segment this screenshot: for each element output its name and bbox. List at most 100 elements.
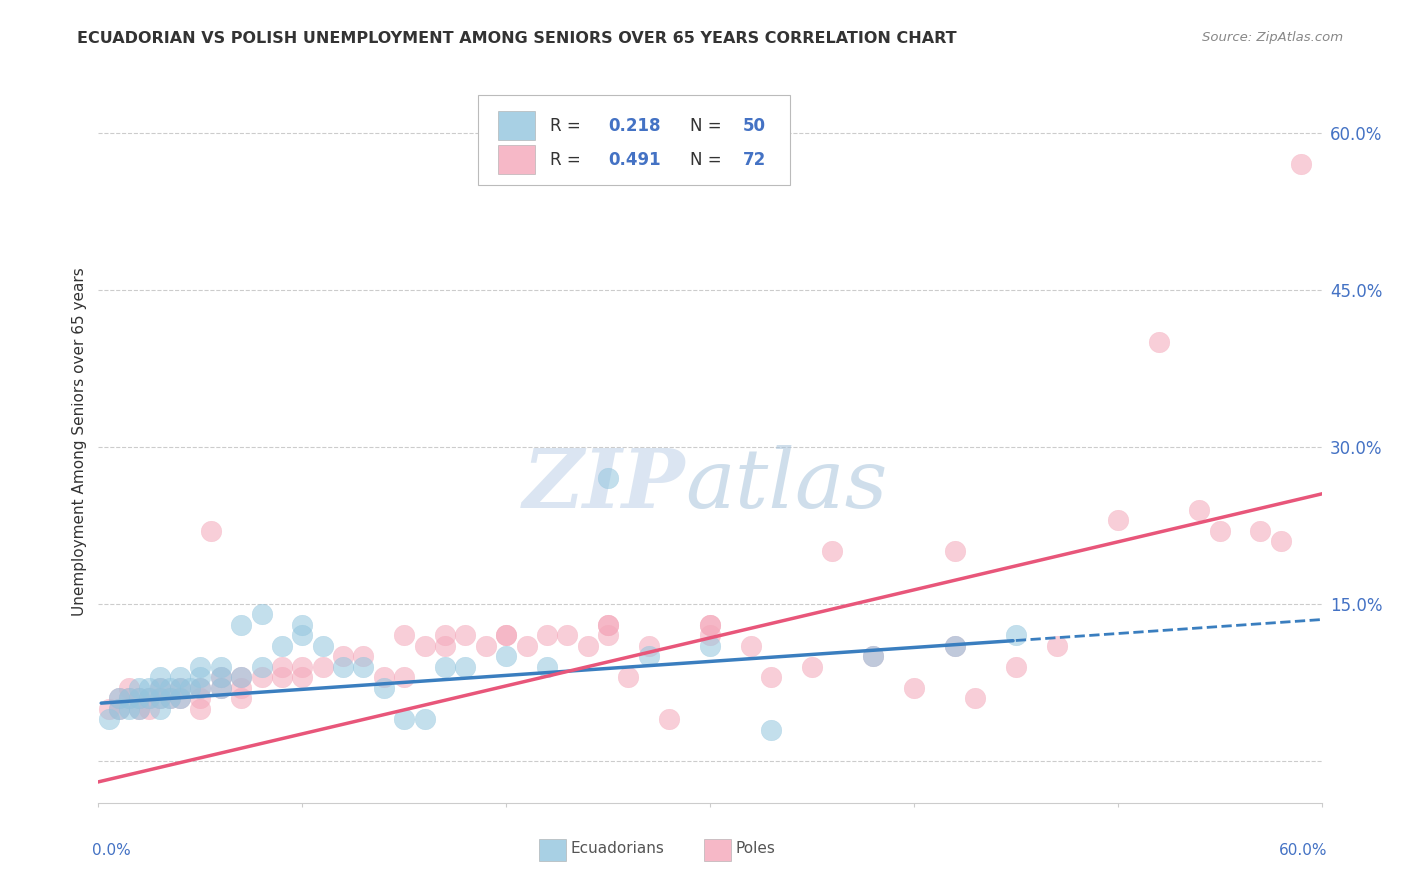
Point (943, 639, 966, 653)
Point (209, 670, 232, 684)
Point (138, 701, 160, 715)
Point (862, 649, 884, 664)
Point (138, 691, 160, 706)
Point (434, 639, 457, 653)
Y-axis label: Unemployment Among Seniors over 65 years: Unemployment Among Seniors over 65 years (72, 268, 87, 615)
Point (943, 544, 966, 558)
Point (209, 681, 232, 695)
Point (250, 670, 273, 684)
Text: Poles: Poles (735, 841, 776, 855)
Point (392, 628, 416, 642)
Point (1270, 534, 1292, 549)
Text: Ecuadorians: Ecuadorians (571, 841, 665, 855)
Point (169, 691, 191, 706)
Point (903, 681, 925, 695)
Point (555, 628, 579, 642)
Point (149, 691, 172, 706)
Point (761, 723, 783, 737)
Point (617, 670, 640, 684)
Point (332, 659, 354, 673)
Point (291, 659, 314, 673)
Point (270, 670, 294, 684)
Text: atlas: atlas (686, 445, 889, 524)
Point (312, 659, 335, 673)
Point (740, 639, 762, 653)
Point (1147, 334, 1170, 349)
Point (188, 670, 212, 684)
FancyBboxPatch shape (498, 112, 536, 140)
Point (637, 649, 661, 664)
Point (128, 701, 150, 715)
Point (159, 691, 181, 706)
Point (1209, 524, 1232, 538)
Point (598, 617, 620, 632)
Point (801, 659, 824, 673)
Text: 0.218: 0.218 (609, 117, 661, 135)
FancyBboxPatch shape (478, 95, 790, 185)
Point (699, 639, 721, 653)
Point (159, 681, 181, 695)
Point (149, 681, 172, 695)
Point (118, 691, 141, 706)
Point (108, 691, 131, 706)
Text: 0.491: 0.491 (609, 151, 661, 169)
Point (128, 701, 150, 715)
FancyBboxPatch shape (704, 838, 731, 861)
Point (965, 691, 987, 706)
Point (231, 617, 253, 632)
Text: Source: ZipAtlas.com: Source: ZipAtlas.com (1202, 31, 1343, 45)
Point (231, 670, 253, 684)
Text: 72: 72 (742, 151, 766, 169)
Point (108, 701, 131, 715)
Point (434, 628, 457, 642)
Point (118, 681, 141, 695)
Point (231, 681, 253, 695)
Point (138, 691, 160, 706)
Point (209, 670, 232, 684)
Text: ZIP: ZIP (523, 445, 686, 524)
Point (169, 670, 191, 684)
Point (658, 712, 681, 726)
Point (413, 639, 436, 653)
Point (118, 701, 141, 715)
Text: R =: R = (550, 117, 586, 135)
Point (699, 617, 721, 632)
Point (138, 681, 160, 695)
Point (291, 670, 314, 684)
Point (200, 524, 222, 538)
Point (169, 681, 191, 695)
Point (128, 681, 150, 695)
Point (454, 628, 477, 642)
Point (270, 639, 294, 653)
Point (454, 659, 477, 673)
Point (943, 639, 966, 653)
Point (332, 649, 354, 664)
Point (1004, 628, 1026, 642)
Point (188, 681, 212, 695)
Point (231, 691, 253, 706)
Point (413, 712, 436, 726)
Point (1291, 157, 1313, 171)
Text: 50: 50 (742, 117, 766, 135)
Point (97, 712, 120, 726)
Point (576, 639, 599, 653)
Point (1045, 639, 1069, 653)
Text: 60.0%: 60.0% (1279, 843, 1327, 857)
Point (862, 649, 884, 664)
Point (188, 659, 212, 673)
Point (149, 681, 172, 695)
Point (291, 617, 314, 632)
Text: ECUADORIAN VS POLISH UNEMPLOYMENT AMONG SENIORS OVER 65 YEARS CORRELATION CHART: ECUADORIAN VS POLISH UNEMPLOYMENT AMONG … (77, 31, 957, 46)
Point (1188, 502, 1211, 516)
Point (169, 681, 191, 695)
Point (373, 681, 395, 695)
Point (291, 628, 314, 642)
Point (209, 659, 232, 673)
Point (118, 691, 141, 706)
Point (495, 628, 517, 642)
Point (598, 617, 620, 632)
Point (149, 701, 172, 715)
Point (495, 649, 517, 664)
Point (128, 691, 150, 706)
Point (179, 681, 201, 695)
